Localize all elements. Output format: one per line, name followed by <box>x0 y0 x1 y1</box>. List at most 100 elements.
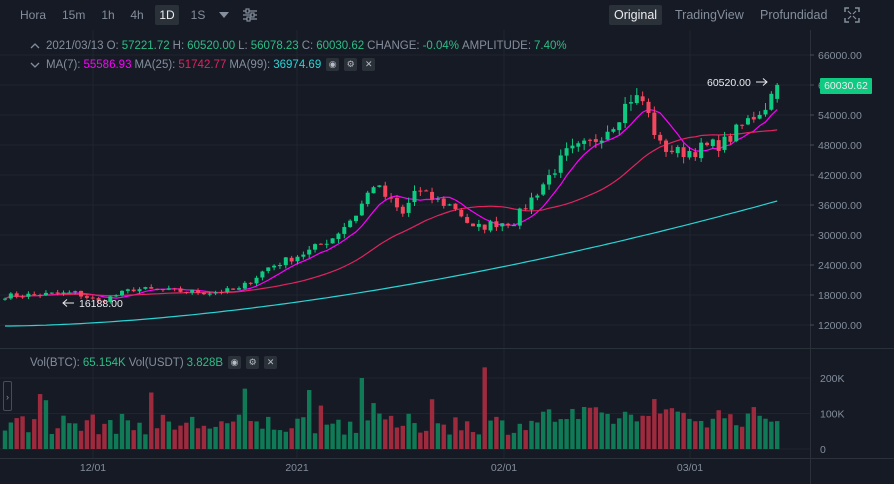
candle-body <box>277 265 282 267</box>
volume-bar <box>751 407 756 449</box>
interval-1h[interactable]: 1h <box>101 8 115 22</box>
interval-4h[interactable]: 4h <box>130 8 144 22</box>
candle-body <box>535 195 540 198</box>
candle-body <box>634 95 639 104</box>
settings-icon[interactable]: ⚙ <box>344 58 358 71</box>
volume-bar <box>517 423 522 449</box>
candle-body <box>295 256 300 262</box>
volume-bar <box>260 428 265 449</box>
volume-bar <box>541 411 546 449</box>
price-tick-label: 36000.00 <box>818 200 862 212</box>
candle-body <box>400 206 405 214</box>
price-tick-label: 42000.00 <box>818 170 862 182</box>
vol-btc-value: 65.154K <box>82 356 126 369</box>
candle-body <box>394 198 399 208</box>
volume-bar <box>739 426 745 449</box>
volume-bar <box>365 420 370 449</box>
volume-bar <box>640 415 645 449</box>
close-label: C: <box>301 40 314 52</box>
side-panel-toggle[interactable]: › <box>3 381 12 411</box>
volume-bar <box>377 413 382 449</box>
volume-bar <box>400 425 405 449</box>
vol-close-icon[interactable]: ✕ <box>264 356 278 369</box>
volume-bar <box>687 418 692 449</box>
view-tradingview[interactable]: TradingView <box>675 8 744 22</box>
volume-bar <box>230 421 236 449</box>
volume-bar <box>195 428 201 449</box>
volume-bar <box>119 413 125 449</box>
volume-bar <box>429 399 435 449</box>
interval-15m[interactable]: 15m <box>62 8 86 22</box>
candle-body <box>500 223 505 227</box>
volume-bar <box>73 423 78 449</box>
ma99-value: 36974.69 <box>273 58 322 71</box>
volume-bar <box>734 425 739 449</box>
vol-usdt-value: 3.828B <box>186 356 224 369</box>
candle-body <box>541 184 546 195</box>
high-marker-arrow <box>756 78 768 86</box>
volume-bar <box>388 415 394 449</box>
collapse-chevron-icon[interactable] <box>30 42 40 50</box>
volume-bar <box>178 425 183 449</box>
vol-eye-icon[interactable]: ◉ <box>228 356 242 369</box>
candle-body <box>652 112 657 135</box>
candle-body <box>266 267 271 271</box>
volume-bar <box>500 420 505 449</box>
volume-bar <box>511 432 517 449</box>
low-marker-arrow <box>62 299 74 307</box>
close-icon[interactable]: ✕ <box>362 58 376 71</box>
interval-1s[interactable]: 1S <box>190 8 206 22</box>
candle-body <box>272 265 277 268</box>
expand-chevron-icon[interactable] <box>30 61 40 69</box>
more-intervals-dropdown-icon[interactable] <box>218 10 230 20</box>
volume-bar <box>342 434 347 449</box>
candle-body <box>430 191 435 200</box>
volume-bar <box>587 407 593 449</box>
candle-body <box>67 292 72 294</box>
candle-body <box>570 145 575 149</box>
candle-body <box>383 185 388 197</box>
volume-bar <box>505 434 511 449</box>
candle-body <box>453 203 458 210</box>
volume-bar <box>219 421 224 449</box>
amplitude-label: AMPLITUDE: <box>462 40 532 52</box>
volume-bar <box>558 419 563 449</box>
volume-bar <box>271 429 277 449</box>
candle-body <box>8 293 13 299</box>
volume-bar <box>347 421 353 449</box>
candle-body <box>751 116 756 120</box>
view-original[interactable]: Original <box>609 5 663 25</box>
interval-hora[interactable]: Hora <box>19 8 46 22</box>
vol-settings-icon[interactable]: ⚙ <box>246 356 260 369</box>
indicator-settings-icon[interactable] <box>242 7 258 23</box>
candle-body <box>114 295 119 297</box>
candle-body <box>207 293 212 295</box>
time-tick-label: 02/01 <box>491 462 517 474</box>
volume-bar <box>775 421 780 449</box>
fullscreen-icon[interactable] <box>844 7 860 23</box>
candle-body <box>459 209 464 217</box>
candle-body <box>43 292 48 296</box>
volume-bar <box>108 420 113 449</box>
volume-bar <box>412 423 417 449</box>
candle-body <box>763 109 768 115</box>
volume-bar <box>523 430 528 449</box>
candle-body <box>617 122 622 131</box>
candle-body <box>196 289 201 293</box>
volume-bar <box>763 418 768 449</box>
eye-icon[interactable]: ◉ <box>326 58 340 71</box>
candle-body <box>745 118 750 125</box>
volume-bar <box>675 411 680 449</box>
volume-bar <box>295 418 300 449</box>
volume-bar <box>453 417 458 449</box>
candle-body <box>710 139 715 147</box>
ma99-label: MA(99): <box>229 58 271 71</box>
volume-bar <box>371 403 376 449</box>
volume-bar <box>131 430 136 449</box>
interval-1d[interactable]: 1D <box>155 5 179 25</box>
view-profundidad[interactable]: Profundidad <box>760 8 828 22</box>
low-marker-label: 16188.00 <box>79 298 123 310</box>
toolbar: Hora 15m 1h 4h 1D 1S Original TradingVie… <box>0 0 894 30</box>
candle-body <box>225 288 230 293</box>
